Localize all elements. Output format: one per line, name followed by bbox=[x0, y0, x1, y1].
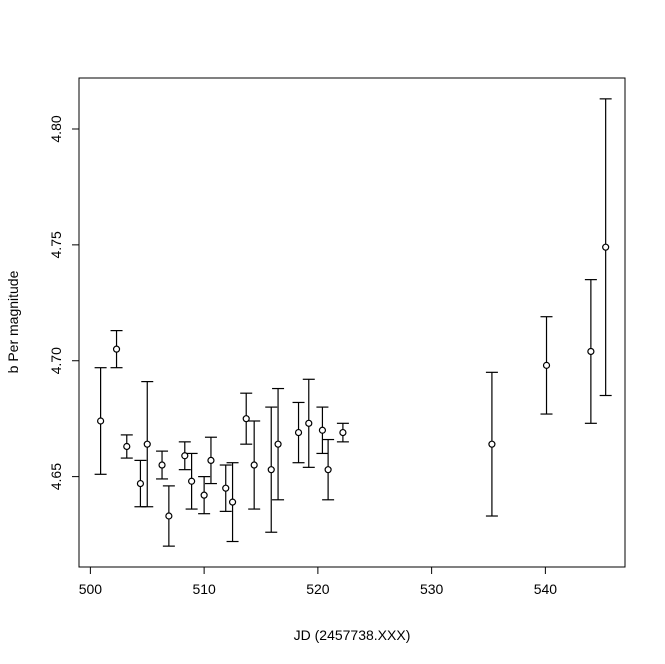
data-point bbox=[200, 491, 208, 499]
y-axis-label: b Per magnitude bbox=[5, 270, 21, 373]
data-point bbox=[165, 512, 173, 520]
data-point bbox=[112, 345, 121, 353]
data-point bbox=[587, 347, 595, 356]
data-point bbox=[542, 361, 551, 369]
data-point bbox=[324, 466, 332, 474]
data-point bbox=[188, 477, 196, 485]
data-point bbox=[97, 417, 105, 425]
data-point bbox=[123, 442, 131, 451]
x-tick-label: 510 bbox=[192, 581, 216, 597]
data-point bbox=[318, 426, 327, 434]
y-tick-label: 4.70 bbox=[48, 347, 64, 374]
data-point bbox=[250, 461, 258, 469]
data-point bbox=[305, 419, 313, 427]
x-axis: 500 510 520 530 540 bbox=[79, 566, 558, 597]
data-point bbox=[339, 428, 347, 437]
data-point bbox=[158, 461, 166, 469]
x-tick-label: 500 bbox=[79, 581, 103, 597]
error-bars bbox=[94, 98, 612, 547]
y-tick-label: 4.65 bbox=[48, 463, 64, 490]
y-tick-label: 4.80 bbox=[48, 115, 64, 142]
data-point bbox=[488, 440, 496, 448]
data-point bbox=[143, 440, 151, 448]
x-tick-label: 520 bbox=[306, 581, 330, 597]
data-points bbox=[97, 243, 610, 520]
data-point bbox=[267, 466, 275, 474]
data-point bbox=[602, 243, 610, 251]
x-tick-label: 540 bbox=[534, 581, 558, 597]
data-point bbox=[181, 452, 189, 460]
data-point bbox=[228, 498, 237, 506]
data-point bbox=[207, 456, 215, 464]
x-axis-label: JD (2457738.XXX) bbox=[294, 627, 411, 643]
data-point bbox=[222, 484, 230, 492]
y-tick-label: 4.75 bbox=[48, 231, 64, 258]
data-point bbox=[294, 428, 303, 437]
x-tick-label: 530 bbox=[420, 581, 444, 597]
y-axis: 4.65 4.70 4.75 4.80 bbox=[48, 115, 80, 490]
data-point bbox=[136, 479, 145, 488]
plot-frame bbox=[78, 77, 626, 568]
data-point bbox=[242, 415, 250, 423]
data-point bbox=[274, 440, 282, 448]
